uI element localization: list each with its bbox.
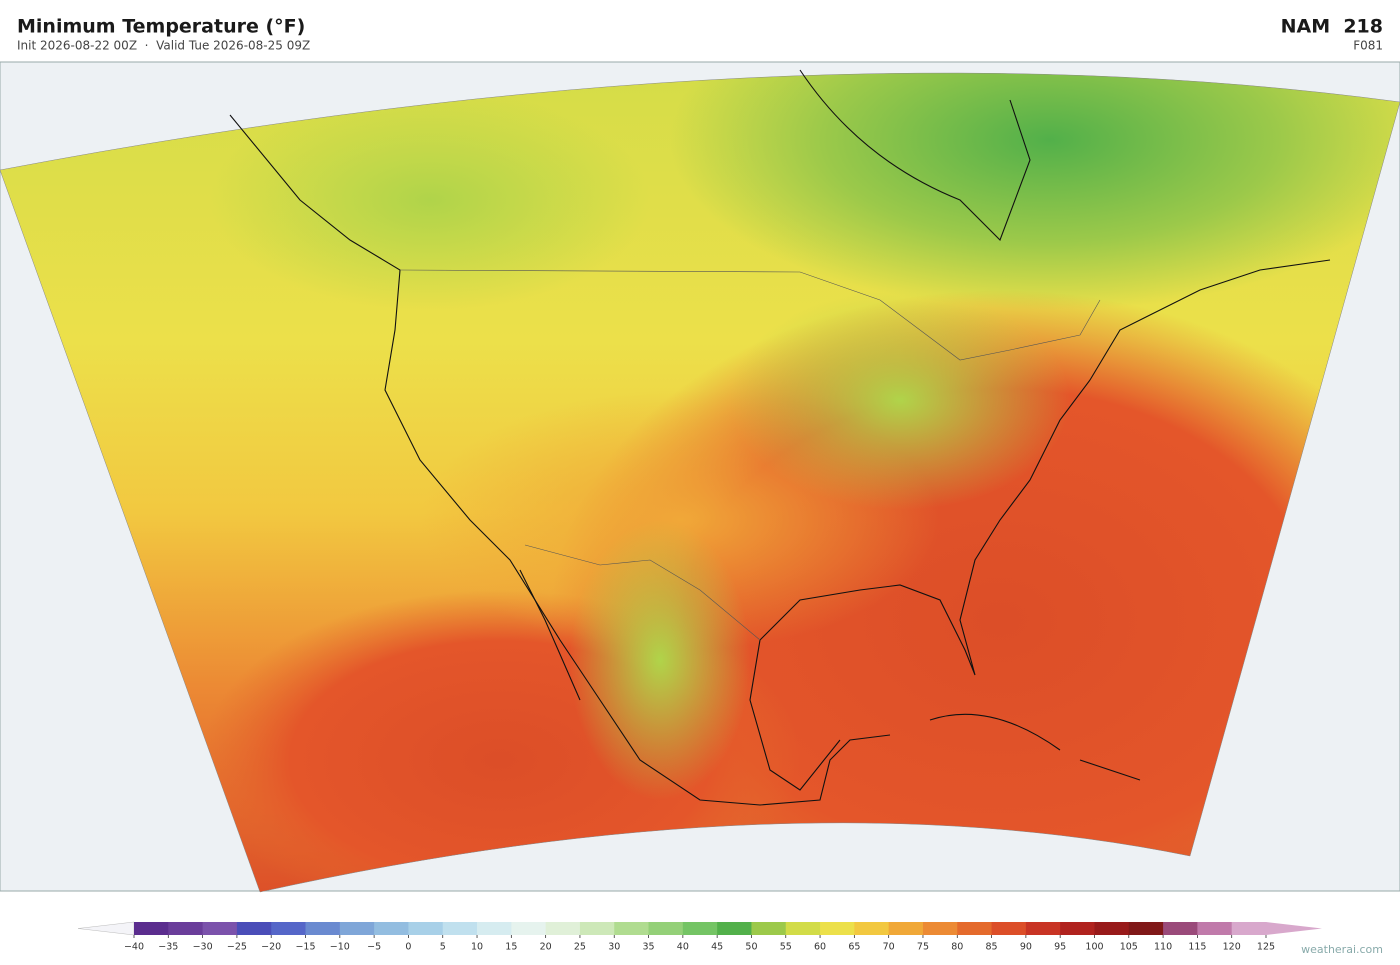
colorbar-bin: [922, 922, 958, 935]
colorbar-tick-label: 120: [1223, 942, 1241, 953]
colorbar-tick-label: 75: [917, 942, 929, 953]
colorbar-tick-label: 115: [1188, 942, 1206, 953]
colorbar-bin: [1197, 922, 1233, 935]
colorbar-tick-label: 35: [642, 942, 654, 953]
colorbar-tick-label: 55: [780, 942, 792, 953]
forecast-hour: F081: [1353, 39, 1383, 53]
colorbar-bin: [305, 922, 341, 935]
colorbar-bin: [648, 922, 684, 935]
colorbar-bin: [751, 922, 787, 935]
colorbar-bin: [134, 922, 169, 935]
colorbar-bin: [854, 922, 890, 935]
colorbar-tick-label: 80: [951, 942, 963, 953]
colorbar-bin: [614, 922, 650, 935]
domain-outline: [0, 72, 1400, 893]
run-info: Init 2026-08-22 00Z · Valid Tue 2026-08-…: [17, 39, 310, 53]
colorbar-bin: [717, 922, 752, 935]
colorbar-tick-label: 95: [1054, 942, 1066, 953]
colorbar-tick-label: 125: [1257, 942, 1275, 953]
colorbar-tick-label: 20: [540, 942, 552, 953]
colorbar-tick-label: 10: [471, 942, 483, 953]
colorbar-tick-label: 30: [608, 942, 620, 953]
colorbar: −40 −35 −30 −25 −20 −15 −10 −5 0 5 10 15 20 25 30 35 40 4…: [77, 921, 1322, 953]
colorbar-tick-label: 90: [1020, 942, 1032, 953]
colorbar-bin: [442, 922, 478, 935]
colorbar-bin: [1060, 922, 1095, 935]
colorbar-tick-label: 70: [883, 942, 895, 953]
colorbar-under: [77, 921, 135, 936]
colorbar-bin: [236, 922, 272, 935]
colorbar-bin: [477, 922, 512, 935]
colorbar-tick-label: 45: [711, 942, 723, 953]
map-title: Minimum Temperature (°F): [17, 16, 305, 38]
colorbar-tick-label: −20: [261, 942, 281, 953]
colorbar-bin: [888, 922, 924, 935]
colorbar-bin: [785, 922, 821, 935]
colorbar-bin: [168, 922, 204, 935]
colorbar-tick-label: 50: [745, 942, 757, 953]
colorbar-over: [1266, 922, 1322, 935]
colorbar-tick-label: −10: [330, 942, 350, 953]
colorbar-bin: [374, 922, 409, 935]
colorbar-tick-label: 110: [1154, 942, 1172, 953]
colorbar-bin: [202, 922, 238, 935]
colorbar-bin: [511, 922, 547, 935]
colorbar-tick-label: −15: [295, 942, 315, 953]
watermark: weatherai.com: [1301, 943, 1383, 956]
colorbar-tick-label: 25: [574, 942, 586, 953]
colorbar-tick-label: −25: [227, 942, 247, 953]
colorbar-bin: [682, 922, 718, 935]
colorbar-bin: [1025, 922, 1061, 935]
colorbar-bin: [545, 922, 581, 935]
colorbar-tick-label: 60: [814, 942, 826, 953]
colorbar-bin: [271, 922, 307, 935]
colorbar-bin: [579, 922, 615, 935]
colorbar-bin: [1128, 922, 1164, 935]
colorbar-tick-label: −5: [367, 942, 381, 953]
colorbar-tick-label: 65: [848, 942, 860, 953]
coastlines: [229, 69, 1331, 806]
colorbar-bin: [1231, 922, 1267, 935]
colorbar-tick-label: −40: [124, 942, 144, 953]
colorbar-bin: [957, 922, 993, 935]
colorbar-bin: [1163, 922, 1198, 935]
colorbar-bin: [820, 922, 855, 935]
colorbar-tick-label: −35: [158, 942, 178, 953]
colorbar-tick-label: 85: [986, 942, 998, 953]
borders: [399, 269, 1101, 641]
colorbar-tick-label: 105: [1120, 942, 1138, 953]
colorbar-tick-label: 0: [405, 942, 411, 953]
colorbar-tick-label: 40: [677, 942, 689, 953]
colorbar-tick-label: 5: [440, 942, 446, 953]
model-name: NAM 218: [1281, 16, 1383, 38]
colorbar-tick-label: 100: [1085, 942, 1103, 953]
colorbar-tick-label: −30: [193, 942, 213, 953]
colorbar-bin: [408, 922, 444, 935]
colorbar-bin: [991, 922, 1027, 935]
colorbar-bin: [339, 922, 375, 935]
colorbar-tick-label: 15: [505, 942, 517, 953]
colorbar-bin: [1094, 922, 1130, 935]
